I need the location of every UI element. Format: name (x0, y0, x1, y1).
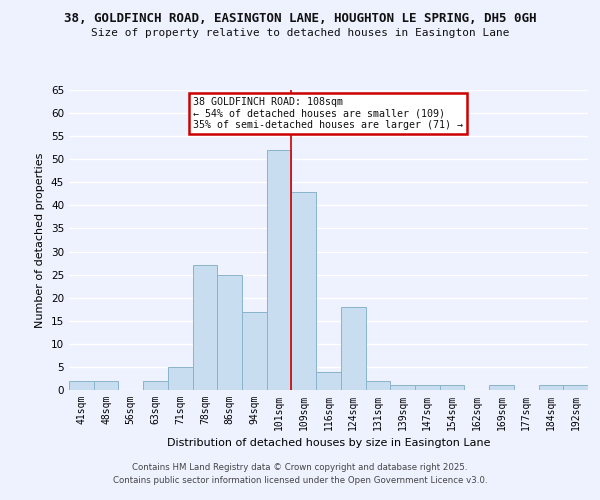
Bar (440, 386, 464, 390)
Text: 38 GOLDFINCH ROAD: 108sqm
← 54% of detached houses are smaller (109)
35% of semi: 38 GOLDFINCH ROAD: 108sqm ← 54% of detac… (193, 97, 463, 130)
Bar (563, 386, 588, 390)
Bar (143, 381, 168, 390)
Text: Size of property relative to detached houses in Easington Lane: Size of property relative to detached ho… (91, 28, 509, 38)
Bar (316, 372, 341, 390)
Bar (69, 381, 94, 390)
Text: 38, GOLDFINCH ROAD, EASINGTON LANE, HOUGHTON LE SPRING, DH5 0GH: 38, GOLDFINCH ROAD, EASINGTON LANE, HOUG… (64, 12, 536, 26)
X-axis label: Distribution of detached houses by size in Easington Lane: Distribution of detached houses by size … (167, 438, 490, 448)
Bar (489, 386, 514, 390)
Bar (168, 367, 193, 390)
Bar (193, 266, 217, 390)
Bar (242, 312, 267, 390)
Bar (365, 381, 390, 390)
Bar (341, 307, 365, 390)
Y-axis label: Number of detached properties: Number of detached properties (35, 152, 46, 328)
Text: Contains public sector information licensed under the Open Government Licence v3: Contains public sector information licen… (113, 476, 487, 485)
Bar (267, 150, 292, 390)
Bar (415, 386, 440, 390)
Bar (539, 386, 563, 390)
Bar (217, 274, 242, 390)
Bar (390, 386, 415, 390)
Bar (292, 192, 316, 390)
Text: Contains HM Land Registry data © Crown copyright and database right 2025.: Contains HM Land Registry data © Crown c… (132, 464, 468, 472)
Bar (94, 381, 118, 390)
